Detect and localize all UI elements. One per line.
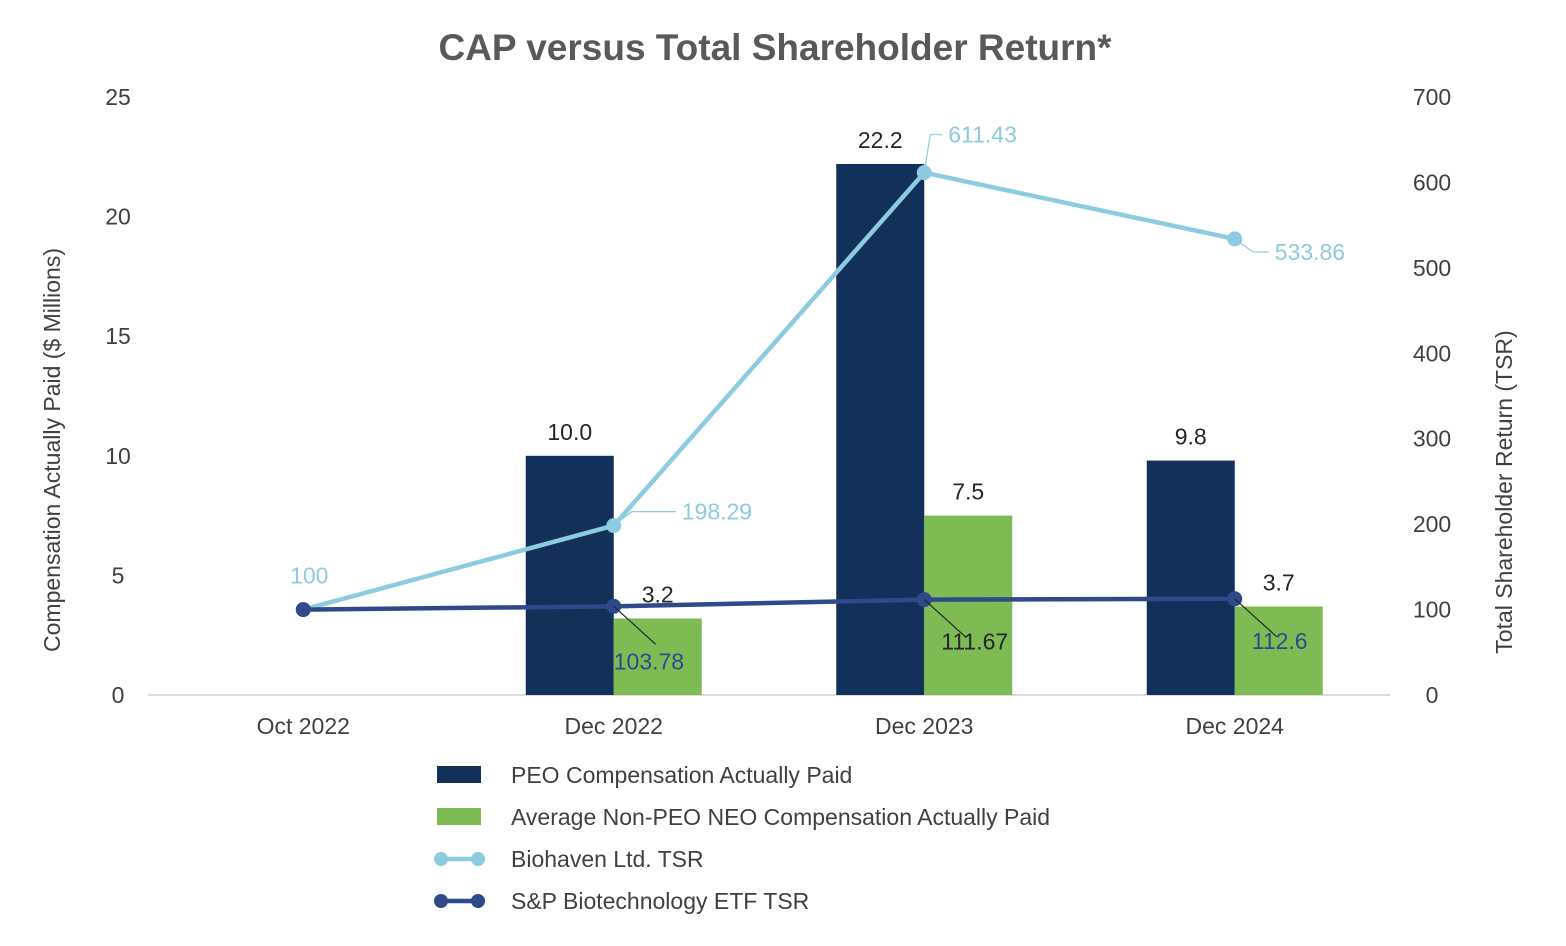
sp-biotech-tsr-leader-line bbox=[613, 605, 657, 645]
bar-peo-cap bbox=[525, 455, 614, 695]
bar-label-peo: 9.8 bbox=[1175, 424, 1207, 450]
legend-swatch-marker bbox=[471, 894, 485, 908]
y-left-tick-label: 5 bbox=[112, 562, 125, 588]
sp-biotech-tsr-leader-line bbox=[923, 599, 967, 639]
bar-neo-cap bbox=[1234, 606, 1323, 695]
bar-neo-cap bbox=[924, 515, 1013, 695]
biohaven-tsr-leader-line bbox=[613, 511, 676, 527]
legend-swatch-bar bbox=[437, 808, 481, 825]
legend: PEO Compensation Actually Paid Average No… bbox=[434, 762, 1050, 914]
bar-label-neo: 7.5 bbox=[952, 479, 984, 505]
legend-swatch-marker bbox=[471, 852, 485, 866]
sp-biotech-tsr-data-label: 103.78 bbox=[614, 648, 684, 674]
y-right-axis-title: Total Shareholder Return (TSR) bbox=[1491, 330, 1517, 653]
legend-entry-label: Average Non-PEO NEO Compensation Actuall… bbox=[511, 804, 1050, 830]
x-tick-label: Dec 2022 bbox=[565, 713, 663, 739]
y-left-axis-title: Compensation Actually Paid ($ Millions) bbox=[39, 248, 65, 652]
axes: 0 5 10 15 20 25 0 100 200 300 400 500 600 700 Oct 2022… bbox=[39, 84, 1517, 739]
y-left-tick-label: 10 bbox=[105, 443, 131, 469]
biohaven-tsr-data-label: 198.29 bbox=[682, 499, 752, 525]
legend-swatch-marker bbox=[434, 894, 448, 908]
legend-entry-label: Biohaven Ltd. TSR bbox=[511, 846, 704, 872]
bar-label-peo: 22.2 bbox=[858, 127, 903, 153]
legend-entry-label: PEO Compensation Actually Paid bbox=[511, 762, 852, 788]
labels-layer: 10.0 3.2 22.2 7.5 9.8 3.7 100 198.29 611.43 533.8… bbox=[290, 122, 1345, 675]
bar-peo-cap bbox=[836, 163, 925, 695]
sp-biotech-tsr-data-label: 111.67 bbox=[941, 629, 1008, 655]
sp-biotech-tsr-line bbox=[303, 596, 1235, 612]
y-right-tick-label: 100 bbox=[1413, 597, 1451, 623]
y-right-tick-label: 600 bbox=[1413, 169, 1451, 195]
bar-neo-cap bbox=[613, 618, 702, 695]
sp-biotech-tsr-data-label: 112.6 bbox=[1252, 628, 1308, 654]
legend-entry-label: S&P Biotechnology ETF TSR bbox=[511, 888, 809, 914]
y-left-tick-label: 15 bbox=[105, 323, 131, 349]
bars-layer bbox=[525, 163, 1323, 695]
x-tick-label: Oct 2022 bbox=[257, 713, 350, 739]
lines-layer bbox=[295, 165, 1243, 618]
sp-biotech-tsr-point bbox=[295, 602, 311, 618]
biohaven-tsr-leader-line bbox=[1234, 238, 1269, 253]
y-left-tick-label: 25 bbox=[105, 84, 131, 110]
bar-peo-cap bbox=[1146, 460, 1235, 695]
chart-title: CAP versus Total Shareholder Return* bbox=[438, 27, 1112, 68]
y-left-tick-label: 20 bbox=[105, 204, 131, 230]
x-tick-label: Dec 2023 bbox=[875, 713, 973, 739]
x-tick-label: Dec 2024 bbox=[1186, 713, 1285, 739]
bar-label-neo: 3.7 bbox=[1263, 569, 1295, 595]
bar-label-neo: 3.2 bbox=[642, 581, 674, 607]
y-left-tick-label: 0 bbox=[112, 682, 125, 708]
y-right-tick-label: 0 bbox=[1426, 682, 1439, 708]
bar-label-peo: 10.0 bbox=[547, 419, 592, 445]
y-right-tick-label: 700 bbox=[1413, 84, 1451, 110]
biohaven-tsr-data-label: 533.86 bbox=[1275, 239, 1345, 265]
biohaven-tsr-data-label: 611.43 bbox=[948, 122, 1017, 148]
y-right-tick-label: 500 bbox=[1413, 255, 1451, 281]
sp-biotech-tsr-leader-line bbox=[1234, 598, 1278, 638]
biohaven-tsr-leader-line bbox=[923, 134, 943, 173]
biohaven-tsr-line bbox=[302, 170, 1236, 612]
biohaven-tsr-data-label: 100 bbox=[290, 563, 328, 589]
y-right-tick-label: 300 bbox=[1413, 426, 1451, 452]
y-right-tick-label: 400 bbox=[1413, 340, 1451, 366]
legend-swatch-bar bbox=[437, 766, 481, 783]
y-right-tick-label: 200 bbox=[1413, 511, 1451, 537]
legend-swatch-marker bbox=[434, 852, 448, 866]
